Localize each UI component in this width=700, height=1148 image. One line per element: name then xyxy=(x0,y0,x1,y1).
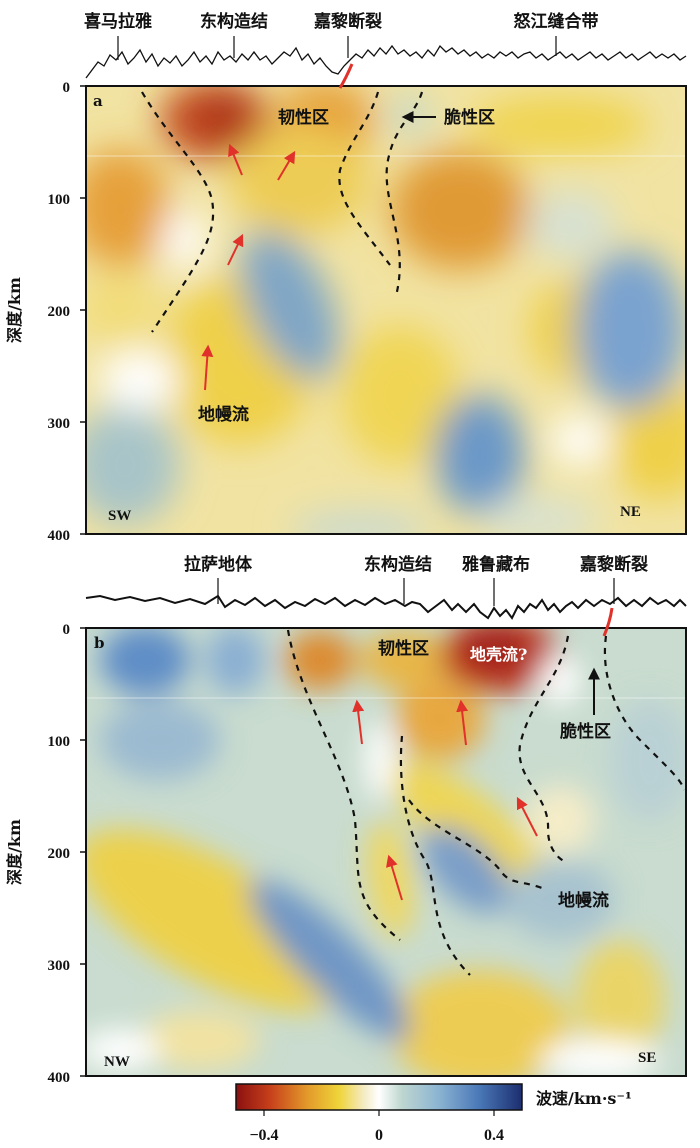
colorbar-tick-zero: 0 xyxy=(375,1127,383,1144)
jiali-fault-trace-a xyxy=(338,63,354,89)
flow-arrow-b-3 xyxy=(516,796,538,837)
flow-arrows-b xyxy=(352,699,538,901)
annotation-mantle-flow-a: 地幔流 xyxy=(198,404,249,425)
annotation-crust-flow-b: 地壳流? xyxy=(470,645,527,664)
y-tick-a-200: 200 xyxy=(48,304,71,320)
y-tick-a-100: 100 xyxy=(48,192,71,208)
y-axis-a xyxy=(80,85,86,535)
surface-label-jiali-fault-a: 嘉黎断裂 xyxy=(313,11,382,32)
ductile-boundary-right-a xyxy=(338,91,391,266)
annotation-brittle-a: 脆性区 xyxy=(443,107,495,128)
y-axis-label-a: 深度/km xyxy=(5,277,24,343)
velocity-field-b xyxy=(86,628,686,1076)
y-axis-b xyxy=(80,627,86,1077)
colorbar-tick-neg: −0.4 xyxy=(249,1127,278,1144)
colorbar-ticks xyxy=(263,1110,495,1116)
annotation-ductile-a: 韧性区 xyxy=(278,107,329,128)
annotation-mantle-flow-b: 地幔流 xyxy=(558,890,609,911)
flow-arrow-b-4 xyxy=(386,854,403,901)
channel-boundary-right-b xyxy=(399,735,471,976)
annotation-ductile-b: 韧性区 xyxy=(378,638,429,659)
surface-labels-a: 喜马拉雅 东构造结 嘉黎断裂 怒江缝合带 xyxy=(84,11,599,32)
surface-label-jiali-fault-b: 嘉黎断裂 xyxy=(579,554,648,575)
surface-label-himalaya: 喜马拉雅 xyxy=(84,11,152,32)
ductile-boundary-left-a xyxy=(141,91,215,333)
surface-label-eastern-syntaxis-a: 东构造结 xyxy=(200,11,268,32)
end-label-ne: NE xyxy=(620,504,641,520)
ductile-boundary-b xyxy=(408,799,543,890)
flow-arrow-a-4 xyxy=(201,344,214,391)
flow-arrows-a xyxy=(201,143,296,391)
annotation-brittle-b: 脆性区 xyxy=(559,721,611,742)
surface-label-lhasa-terrane: 拉萨地体 xyxy=(184,554,253,575)
flow-arrow-a-3 xyxy=(227,233,244,266)
y-tick-b-200: 200 xyxy=(48,846,71,862)
velocity-field-a xyxy=(86,86,686,534)
panel-a: 喜马拉雅 东构造结 嘉黎断裂 怒江缝合带 xyxy=(5,11,687,544)
colorbar: −0.4 0 0.4 波速/km·s⁻¹ xyxy=(235,1083,632,1144)
colorbar-label: 波速/km·s⁻¹ xyxy=(536,1089,632,1108)
flow-arrow-a-1 xyxy=(228,143,243,176)
surface-labels-b: 拉萨地体 东构造结 雅鲁藏布 嘉黎断裂 xyxy=(184,554,648,575)
y-tick-labels-b: 0 100 200 300 400 xyxy=(48,622,71,1086)
y-tick-labels-a: 0 100 200 300 400 xyxy=(48,80,71,544)
crust-flow-boundary-b xyxy=(518,635,570,864)
topography-line-b xyxy=(85,594,687,620)
topography-line-a xyxy=(85,44,687,79)
panel-b: 拉萨地体 东构造结 雅鲁藏布 嘉黎断裂 xyxy=(5,554,687,1086)
panel-letter-b: b xyxy=(94,634,105,652)
end-label-sw: SW xyxy=(108,508,131,524)
y-tick-b-0: 0 xyxy=(63,622,71,638)
y-tick-a-0: 0 xyxy=(63,80,71,96)
brittle-boundary-a xyxy=(385,91,424,297)
y-tick-a-400: 400 xyxy=(48,528,71,544)
dashed-boundaries-a xyxy=(141,91,424,333)
colorbar-gradient xyxy=(235,1083,523,1111)
end-label-nw: NW xyxy=(104,1054,130,1070)
jiali-fault-trace-b xyxy=(602,607,614,637)
y-tick-b-100: 100 xyxy=(48,734,71,750)
dashed-boundaries-b xyxy=(286,629,686,976)
y-tick-b-400: 400 xyxy=(48,1070,71,1086)
channel-boundary-left-b xyxy=(286,629,401,941)
flow-arrow-b-1 xyxy=(352,699,365,745)
y-tick-b-300: 300 xyxy=(48,958,71,974)
surface-label-nujiang-suture: 怒江缝合带 xyxy=(514,11,599,32)
end-label-se: SE xyxy=(638,1050,656,1066)
panel-letter-a: a xyxy=(93,92,103,110)
colorbar-tick-pos: 0.4 xyxy=(484,1127,504,1144)
y-axis-label-b: 深度/km xyxy=(5,819,24,885)
surface-ticks-a xyxy=(117,36,557,60)
flow-arrow-b-2 xyxy=(456,699,469,746)
flow-arrow-a-2 xyxy=(277,150,296,181)
surface-label-yarlung-tsangpo: 雅鲁藏布 xyxy=(461,554,530,575)
y-tick-a-300: 300 xyxy=(48,416,71,432)
surface-label-eastern-syntaxis-b: 东构造结 xyxy=(364,554,432,575)
brittle-boundary-b xyxy=(603,635,686,791)
surface-ticks-b xyxy=(217,578,615,606)
